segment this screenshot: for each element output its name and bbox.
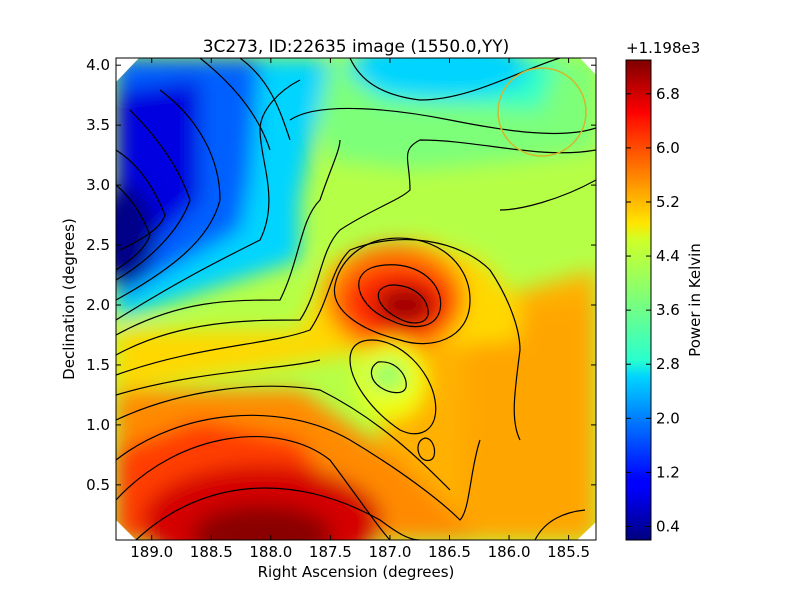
y-tick-label: 2.5	[86, 236, 110, 254]
colorbar-offset-text: +1.198e3	[626, 39, 700, 57]
chart-title: 3C273, ID:22635 image (1550.0,YY)	[203, 37, 510, 57]
heatmap	[116, 58, 596, 540]
colorbar-label: Power in Kelvin	[686, 243, 704, 357]
y-tick-label: 4.0	[86, 56, 110, 74]
x-tick-label: 186.5	[428, 543, 471, 561]
colorbar-tick-label: 5.2	[656, 193, 680, 211]
colorbar-tick-label: 0.4	[656, 517, 680, 535]
plot-frame	[115, 57, 597, 541]
y-axis-label: Declination (degrees)	[60, 218, 78, 380]
y-tick-label: 1.5	[86, 356, 110, 374]
colorbar-tick-label: 2.8	[656, 355, 680, 373]
x-axis-label: Right Ascension (degrees)	[258, 563, 455, 581]
colorbar-tick-label: 2.0	[656, 409, 680, 427]
y-tick-label: 2.0	[86, 296, 110, 314]
y-tick-label: 1.0	[86, 416, 110, 434]
colorbar-tick-label: 3.6	[656, 301, 680, 319]
x-tick-label: 186.0	[488, 543, 531, 561]
x-tick-label: 187.0	[368, 543, 411, 561]
beam-circle-marker	[497, 67, 587, 157]
x-tick-label: 188.0	[249, 543, 292, 561]
x-axis-ticks: 189.0 188.5 188.0 187.5 187.0 186.5 186.0 185.5	[130, 58, 590, 561]
x-tick-label: 187.5	[309, 543, 352, 561]
x-tick-label: 189.0	[130, 543, 173, 561]
colorbar	[625, 59, 652, 541]
y-tick-label: 3.5	[86, 116, 110, 134]
colorbar-tick-label: 4.4	[656, 247, 680, 265]
contour-lines	[116, 58, 596, 540]
y-axis-ticks: 0.5 1.0 1.5 2.0 2.5 3.0 3.5 4.0	[86, 56, 596, 494]
colorbar-tick-label: 1.2	[656, 463, 680, 481]
colorbar-tick-label: 6.8	[656, 85, 680, 103]
y-tick-label: 3.0	[86, 176, 110, 194]
colorbar-ticks: 0.4 1.2 2.0 2.8 3.6 4.4 5.2 6.0 6.8	[626, 85, 680, 535]
y-tick-label: 0.5	[86, 476, 110, 494]
x-tick-label: 185.5	[547, 543, 590, 561]
colorbar-tick-label: 6.0	[656, 139, 680, 157]
x-tick-label: 188.5	[190, 543, 233, 561]
